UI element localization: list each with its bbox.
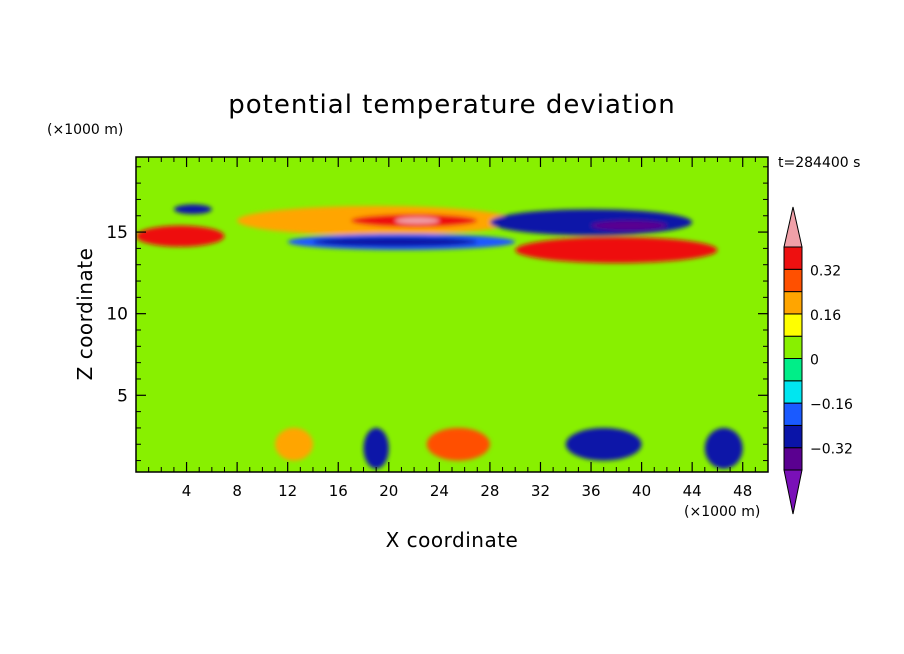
contour-field (136, 204, 743, 469)
contour-surface-positive-2 (426, 427, 490, 461)
contour-upper-band-peak (395, 217, 440, 224)
y-axis-label: Z coordinate (73, 248, 97, 381)
colorbar: 0.32 0.16 0 −0.16 −0.32 (783, 206, 853, 515)
plot-area (135, 156, 769, 473)
contour-left-wave-positive (136, 225, 225, 247)
x-tick-label: 20 (379, 482, 398, 500)
x-unit-label: (×1000 m) (684, 504, 760, 520)
x-tick-label: 4 (182, 482, 192, 500)
colorbar-swatch (783, 424, 803, 449)
colorbar-swatch (783, 402, 803, 426)
x-tick-label: 44 (683, 482, 702, 500)
colorbar-label: 0.16 (810, 308, 841, 324)
field-background (136, 157, 768, 472)
x-axis-label: X coordinate (386, 528, 519, 552)
x-tick-label: 48 (733, 482, 752, 500)
y-tick-label: 10 (106, 305, 128, 325)
colorbar-arrow-min (783, 469, 803, 515)
x-tick-label: 32 (531, 482, 550, 500)
colorbar-label: −0.32 (810, 442, 853, 458)
colorbar-swatch (783, 335, 803, 360)
x-tick-label: 36 (581, 482, 600, 500)
x-tick-label: 28 (480, 482, 499, 500)
contour-right-negative-cell (489, 209, 693, 236)
colorbar-swatch (783, 447, 803, 471)
contour-right-positive-band (515, 236, 718, 264)
x-tick-label: 8 (232, 482, 242, 500)
y-unit-label: (×1000 m) (47, 122, 123, 138)
x-tick-label: 12 (278, 482, 297, 500)
colorbar-swatch (783, 358, 803, 382)
contour-surface-negative-2 (565, 427, 642, 461)
y-tick-label: 15 (106, 223, 128, 243)
colorbar-arrow-max (783, 206, 803, 248)
colorbar-label: 0.32 (810, 263, 841, 279)
contour-surface-positive-1 (275, 427, 313, 461)
y-axis: 5 10 15 (106, 166, 768, 462)
x-tick-label: 24 (430, 482, 449, 500)
contour-left-blue-cell (173, 204, 212, 215)
x-tick-label: 40 (632, 482, 651, 500)
contour-lower-band-core (312, 236, 478, 247)
y-tick-label: 5 (117, 386, 128, 406)
colorbar-label: −0.16 (810, 397, 853, 413)
chart-title: potential temperature deviation (228, 90, 675, 120)
colorbar-label: 0 (810, 353, 819, 369)
x-tick-label: 16 (329, 482, 348, 500)
colorbar-swatch (783, 291, 803, 315)
time-label: t=284400 s (778, 155, 860, 171)
contour-right-negative-core (591, 220, 667, 231)
colorbar-swatch (783, 380, 803, 404)
x-axis: 4 8 12 16 20 24 28 32 36 40 44 48 (148, 157, 756, 500)
colorbar-swatch (783, 313, 803, 337)
contour-surface-negative-1 (363, 427, 389, 469)
contour-surface-negative-3 (704, 427, 743, 469)
colorbar-swatch (783, 268, 803, 293)
colorbar-swatch (783, 246, 803, 270)
